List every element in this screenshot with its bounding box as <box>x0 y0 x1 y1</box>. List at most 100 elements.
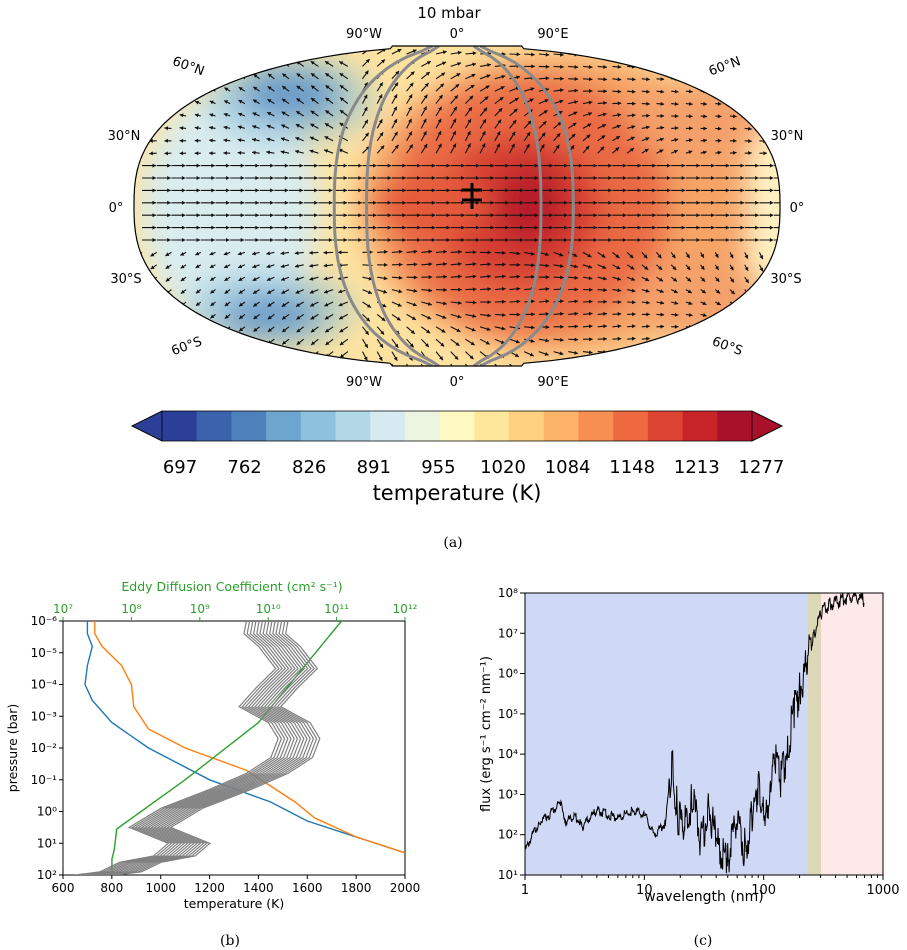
wind-arrow <box>464 143 471 154</box>
wind-arrow <box>435 83 445 92</box>
wind-arrow <box>339 363 349 366</box>
wind-arrow <box>494 176 509 180</box>
wind-arrow <box>568 225 583 230</box>
wind-arrow <box>194 113 201 118</box>
wind-arrow <box>224 338 231 344</box>
wind-arrow <box>406 200 421 205</box>
wind-arrow <box>156 238 171 242</box>
wind-arrow <box>237 251 246 256</box>
wind-arrow <box>479 85 490 92</box>
wind-arrow <box>465 262 477 267</box>
wind-arrow <box>421 200 436 205</box>
wind-arrow <box>700 200 715 205</box>
wind-arrow <box>266 137 275 142</box>
wind-arrow <box>656 125 665 130</box>
wind-arrow <box>509 274 521 279</box>
wind-arrow <box>656 252 662 259</box>
wind-arrow <box>209 338 216 343</box>
wind-arrow <box>180 313 187 319</box>
wind-arrow <box>421 225 436 230</box>
wind-arrow <box>641 188 656 193</box>
wind-arrow <box>281 111 290 117</box>
wind-arrow <box>553 251 564 257</box>
wind-arrow <box>538 287 550 291</box>
wind-arrow <box>494 225 509 230</box>
wind-arrow <box>612 276 622 281</box>
wind-arrow <box>200 176 215 180</box>
wind-arrow <box>274 176 289 180</box>
wind-arrow <box>164 126 172 131</box>
wind-arrow <box>164 113 172 118</box>
wind-arrow <box>180 276 187 282</box>
wind-arrow <box>165 49 172 55</box>
wind-arrow <box>376 351 383 361</box>
wind-arrow <box>142 188 156 193</box>
wind-arrow <box>347 176 362 180</box>
wind-arrow <box>324 49 334 55</box>
wind-arrow <box>391 48 402 55</box>
wind-arrow <box>165 301 172 307</box>
wind-arrow <box>281 289 290 294</box>
wind-arrow <box>612 52 622 57</box>
wind-arrow <box>774 177 780 179</box>
wind-arrow <box>627 225 642 230</box>
wind-arrow <box>421 262 433 267</box>
wind-arrow <box>641 125 650 130</box>
map-title: 10 mbar <box>417 4 481 22</box>
wind-arrow <box>670 252 676 259</box>
wind-arrow <box>627 113 636 118</box>
wind-arrow <box>538 76 550 81</box>
wind-arrow <box>538 299 550 304</box>
wind-arrow <box>509 131 516 142</box>
wind-arrow <box>186 188 201 193</box>
wind-arrow <box>700 276 706 282</box>
wind-arrow <box>627 51 636 56</box>
wind-arrow <box>582 324 593 329</box>
wind-arrow <box>251 150 260 155</box>
wind-arrow <box>362 301 372 309</box>
wind-arrow <box>465 274 477 279</box>
wind-arrow <box>671 225 686 230</box>
wind-arrow <box>362 94 368 104</box>
wind-arrow <box>656 276 664 282</box>
y-tick-label: 10⁰ <box>37 805 57 819</box>
wind-arrow <box>223 113 231 117</box>
wind-arrow <box>656 188 671 193</box>
wind-arrow <box>494 262 506 267</box>
wind-arrow <box>641 336 650 341</box>
wind-arrow <box>627 163 642 168</box>
wind-arrow <box>685 289 693 294</box>
wind-arrow <box>223 351 231 356</box>
wind-arrow <box>465 351 474 360</box>
wind-arrow <box>149 88 157 92</box>
wind-arrow <box>230 238 245 242</box>
wind-arrow <box>465 95 474 104</box>
colorbar-bin <box>266 411 302 441</box>
x-tick-label: 1600 <box>292 881 323 895</box>
wind-arrow <box>774 202 780 204</box>
wind-arrow <box>421 176 436 180</box>
wind-arrow <box>759 338 767 342</box>
wind-arrow <box>700 114 707 119</box>
wind-arrow <box>150 49 158 55</box>
wind-arrow <box>362 132 370 142</box>
colorbar-bin <box>162 411 198 441</box>
wind-arrow <box>494 119 502 129</box>
wind-arrow <box>597 288 607 292</box>
wind-arrow <box>568 287 579 292</box>
colorbar-max-extension <box>751 410 783 442</box>
wind-arrow <box>237 264 246 269</box>
wind-arrow <box>494 213 509 218</box>
wind-arrow <box>465 62 477 67</box>
bottom-lon-label-90w: 90°W <box>346 375 382 390</box>
wind-arrow <box>295 289 304 294</box>
wind-arrow <box>267 351 275 357</box>
wind-arrow <box>362 225 377 230</box>
wind-arrow <box>641 349 650 354</box>
wind-arrow <box>685 64 693 68</box>
wind-arrow <box>280 264 290 268</box>
wind-arrow <box>509 97 519 105</box>
wind-arrow <box>376 59 386 67</box>
y-tick-label: 10² <box>37 868 57 882</box>
wind-arrow <box>656 77 665 82</box>
